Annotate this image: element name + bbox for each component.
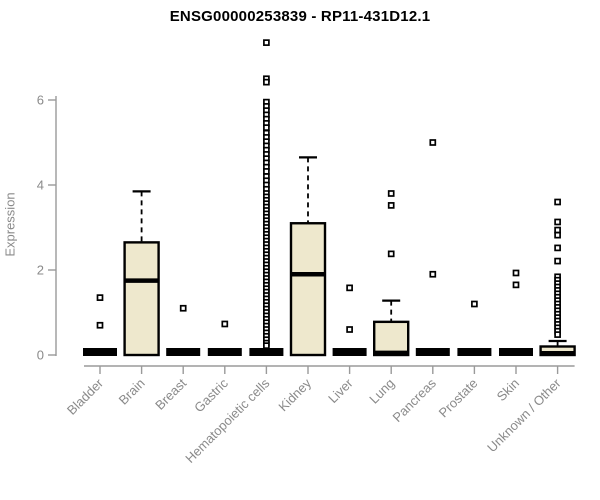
outlier-point	[387, 202, 395, 209]
collapsed-box	[83, 348, 117, 356]
outlier-point	[471, 300, 478, 308]
collapsed-box	[332, 348, 367, 356]
outlier-point	[387, 250, 395, 258]
box-hematopoietic-cells	[249, 39, 284, 356]
collapsed-box	[499, 348, 533, 356]
x-tick-label-pancreas: Pancreas	[389, 375, 439, 425]
outlier-point	[387, 190, 395, 197]
outlier-point	[96, 321, 104, 329]
collapsed-box	[457, 348, 492, 356]
outlier-point	[263, 124, 270, 131]
iqr-box	[373, 320, 410, 357]
chart-title: ENSG00000253839 - RP11-431D12.1	[169, 8, 431, 25]
x-tick-label-prostate: Prostate	[436, 376, 481, 421]
x-tick-label-liver: Liver	[325, 375, 356, 406]
box-lung	[373, 190, 410, 357]
x-tick-label-kidney: Kidney	[275, 375, 314, 414]
y-tick-label: 4	[37, 178, 44, 193]
x-tick-label-bladder: Bladder	[64, 375, 107, 418]
outlier-point	[263, 39, 270, 46]
outlier-point	[554, 244, 561, 252]
box-unknown-other	[539, 198, 576, 357]
y-tick-label: 2	[37, 263, 44, 278]
outlier-point	[554, 198, 561, 206]
outlier-point	[263, 168, 270, 175]
box-brain	[123, 190, 160, 357]
outlier-point	[263, 78, 270, 86]
outlier-point	[346, 326, 353, 333]
outlier-point	[263, 342, 270, 349]
collapsed-box	[207, 348, 242, 356]
box-gastric	[207, 320, 242, 356]
collapsed-box	[249, 348, 284, 356]
outlier-point	[554, 331, 561, 338]
iqr-box	[289, 222, 327, 357]
x-tick-label-gastric: Gastric	[191, 375, 231, 415]
outlier-point	[96, 294, 104, 301]
x-tick-label-lung: Lung	[366, 376, 397, 407]
outlier-point	[554, 231, 561, 239]
collapsed-box	[166, 348, 201, 356]
x-tick-label-breast: Breast	[152, 375, 189, 412]
x-tick-label-brain: Brain	[116, 376, 148, 408]
outlier-point	[429, 139, 437, 146]
iqr-box	[123, 241, 160, 357]
box-prostate	[457, 300, 492, 356]
outlier-point	[512, 281, 520, 289]
box-bladder	[83, 294, 117, 356]
collapsed-box	[415, 348, 450, 356]
box-skin	[499, 269, 533, 356]
outlier-point	[554, 257, 561, 265]
y-tick-label: 0	[37, 348, 44, 363]
outlier-point	[429, 270, 437, 278]
outlier-point	[179, 304, 187, 312]
outlier-point	[346, 284, 353, 292]
x-tick-label-skin: Skin	[494, 376, 522, 404]
box-liver	[332, 284, 367, 356]
outlier-point	[512, 269, 520, 277]
outlier-point	[221, 320, 229, 328]
y-tick-label: 6	[37, 93, 44, 108]
box-breast	[166, 304, 201, 356]
box-kidney	[289, 156, 327, 357]
x-tick-label-unknown-other: Unknown / Other	[484, 375, 564, 455]
box-pancreas	[415, 139, 450, 356]
outlier-point	[554, 218, 561, 226]
